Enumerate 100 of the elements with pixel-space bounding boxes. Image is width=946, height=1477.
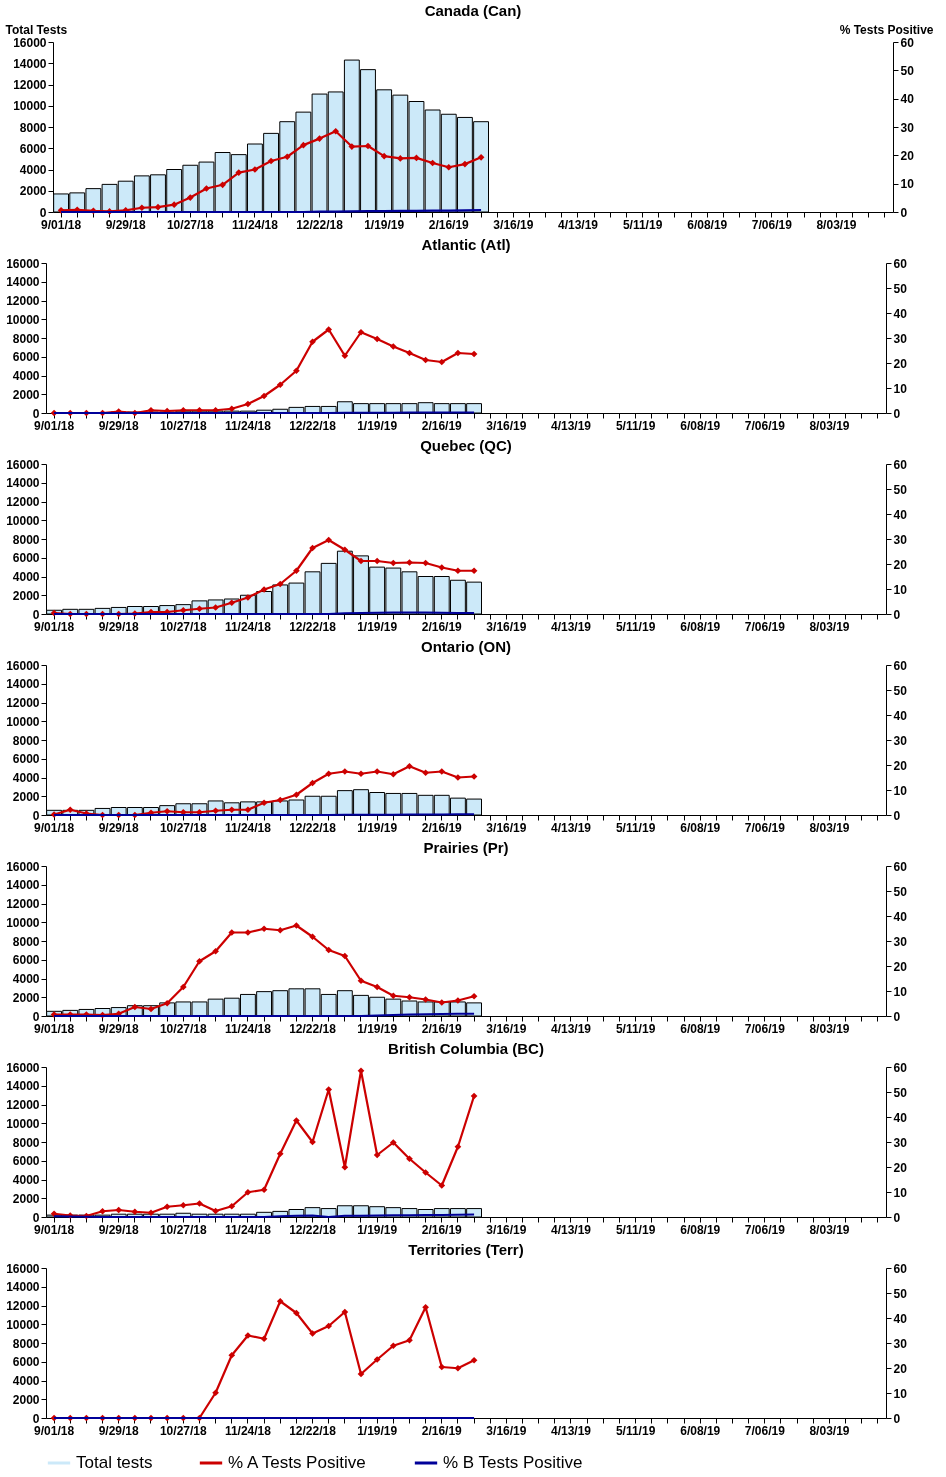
x-tick-label: 6/08/19 bbox=[680, 619, 721, 634]
x-tick-label: 12/22/18 bbox=[289, 820, 337, 835]
y-tick-label: 4000 bbox=[19, 163, 47, 177]
x-tick-label: 9/01/18 bbox=[34, 418, 75, 433]
x-tick-label: 7/06/19 bbox=[744, 1222, 786, 1237]
y2-tick-label: 0 bbox=[893, 1009, 901, 1024]
y2-tick-label: 0 bbox=[893, 607, 901, 622]
y2-tick-label: 40 bbox=[893, 507, 908, 522]
x-tick-label: 12/22/18 bbox=[289, 418, 337, 433]
y-tick-label: 6000 bbox=[12, 551, 40, 566]
legend-label: % B Tests Positive bbox=[443, 1453, 583, 1472]
x-tick-label: 7/06/19 bbox=[744, 1021, 786, 1036]
y2-tick-label: 50 bbox=[893, 683, 908, 698]
x-tick-label: 4/13/19 bbox=[550, 1423, 592, 1438]
y2-tick-label: 40 bbox=[893, 909, 908, 924]
x-tick-label: 2/16/19 bbox=[421, 1423, 463, 1438]
y-tick-label: 0 bbox=[32, 1009, 40, 1024]
x-tick-label: 9/01/18 bbox=[34, 619, 75, 634]
y-tick-label: 6000 bbox=[12, 752, 40, 767]
x-tick-label: 9/29/18 bbox=[98, 1423, 140, 1438]
x-tick-label: 3/16/19 bbox=[486, 1021, 527, 1036]
y-tick-label: 14000 bbox=[6, 677, 40, 692]
x-tick-label: 7/06/19 bbox=[744, 820, 786, 835]
x-tick-label: 3/16/19 bbox=[486, 1423, 527, 1438]
x-tick-label: 4/13/19 bbox=[550, 418, 592, 433]
y2-tick-label: 10 bbox=[893, 783, 908, 798]
x-tick-label: 1/19/19 bbox=[357, 1222, 398, 1237]
y-tick-label: 10000 bbox=[6, 1116, 40, 1131]
x-tick-label: 5/11/19 bbox=[615, 1423, 656, 1438]
y-tick-label: 8000 bbox=[12, 532, 40, 547]
x-tick-label: 3/16/19 bbox=[493, 217, 534, 232]
y2-tick-label: 50 bbox=[893, 1085, 908, 1100]
x-tick-label: 4/13/19 bbox=[550, 619, 592, 634]
y-tick-label: 0 bbox=[32, 1411, 40, 1426]
x-tick-label: 10/27/18 bbox=[166, 217, 214, 232]
x-tick-label: 12/22/18 bbox=[289, 1222, 337, 1237]
x-tick-label: 11/24/18 bbox=[224, 418, 272, 433]
chart-title: Territories (Terr) bbox=[408, 1241, 524, 1258]
x-tick-label: 9/29/18 bbox=[98, 1021, 140, 1036]
x-tick-label: 9/29/18 bbox=[105, 217, 147, 232]
y-tick-label: 0 bbox=[32, 1210, 40, 1225]
x-tick-label: 3/16/19 bbox=[486, 820, 527, 835]
y2-tick-label: 60 bbox=[900, 35, 915, 50]
y-tick-label: 2000 bbox=[12, 990, 40, 1005]
x-tick-label: 10/27/18 bbox=[159, 619, 207, 634]
y-tick-label: 10000 bbox=[6, 1317, 40, 1332]
x-tick-label: 9/01/18 bbox=[34, 1021, 75, 1036]
y-tick-label: 8000 bbox=[12, 1336, 40, 1351]
x-tick-label: 12/22/18 bbox=[289, 1423, 337, 1438]
x-tick-label: 9/01/18 bbox=[41, 217, 82, 232]
y-tick-label: 10000 bbox=[6, 513, 40, 528]
y2-tick-label: 10 bbox=[893, 582, 908, 597]
y2-tick-label: 40 bbox=[893, 1110, 908, 1125]
x-tick-label: 9/29/18 bbox=[98, 619, 140, 634]
y-tick-label: 8000 bbox=[12, 331, 40, 346]
y-tick-label: 8000 bbox=[12, 934, 40, 949]
y2-tick-label: 30 bbox=[893, 733, 908, 748]
y-tick-label: 8000 bbox=[19, 120, 47, 135]
y-tick-label: 12000 bbox=[13, 78, 47, 92]
x-tick-label: 7/06/19 bbox=[751, 217, 793, 232]
chart-title: Quebec (QC) bbox=[420, 437, 512, 454]
y-tick-label: 10000 bbox=[6, 915, 40, 930]
x-tick-label: 2/16/19 bbox=[421, 418, 463, 433]
x-tick-label: 7/06/19 bbox=[744, 418, 786, 433]
y-tick-label: 14000 bbox=[6, 275, 40, 290]
y-tick-label: 6000 bbox=[12, 953, 40, 968]
y2-tick-label: 0 bbox=[893, 406, 901, 421]
y-tick-label: 4000 bbox=[12, 570, 40, 584]
y-tick-label: 16000 bbox=[6, 859, 40, 874]
y-tick-label: 16000 bbox=[6, 658, 40, 673]
x-tick-label: 10/27/18 bbox=[159, 1021, 207, 1036]
y-tick-label: 14000 bbox=[13, 56, 47, 71]
x-tick-label: 6/08/19 bbox=[687, 217, 728, 232]
y-tick-label: 12000 bbox=[6, 294, 40, 308]
y-tick-label: 16000 bbox=[6, 1060, 40, 1075]
x-tick-label: 2/16/19 bbox=[421, 820, 463, 835]
x-tick-label: 1/19/19 bbox=[357, 820, 398, 835]
y2-tick-label: 40 bbox=[893, 1311, 908, 1326]
y-tick-label: 14000 bbox=[6, 1079, 40, 1094]
y-tick-label: 6000 bbox=[12, 1154, 40, 1169]
x-tick-label: 8/03/19 bbox=[809, 1222, 850, 1237]
y-tick-label: 12000 bbox=[6, 1299, 40, 1313]
y-tick-label: 10000 bbox=[13, 99, 47, 114]
x-tick-label: 5/11/19 bbox=[615, 820, 656, 835]
x-tick-label: 10/27/18 bbox=[159, 1423, 207, 1438]
y-tick-label: 10000 bbox=[6, 714, 40, 729]
x-tick-label: 6/08/19 bbox=[680, 1423, 721, 1438]
y2-tick-label: 20 bbox=[893, 557, 908, 572]
y2-tick-label: 30 bbox=[893, 934, 908, 949]
x-tick-label: 11/24/18 bbox=[231, 217, 279, 232]
x-tick-label: 2/16/19 bbox=[421, 619, 463, 634]
x-tick-label: 1/19/19 bbox=[357, 418, 398, 433]
x-tick-label: 6/08/19 bbox=[680, 1222, 721, 1237]
x-tick-label: 5/11/19 bbox=[622, 217, 663, 232]
y2-tick-label: 60 bbox=[893, 256, 908, 271]
y2-tick-label: 40 bbox=[900, 92, 915, 107]
x-tick-label: 8/03/19 bbox=[809, 820, 850, 835]
y-tick-label: 6000 bbox=[12, 1355, 40, 1370]
y-tick-label: 4000 bbox=[12, 771, 40, 785]
y-tick-label: 0 bbox=[32, 808, 40, 823]
